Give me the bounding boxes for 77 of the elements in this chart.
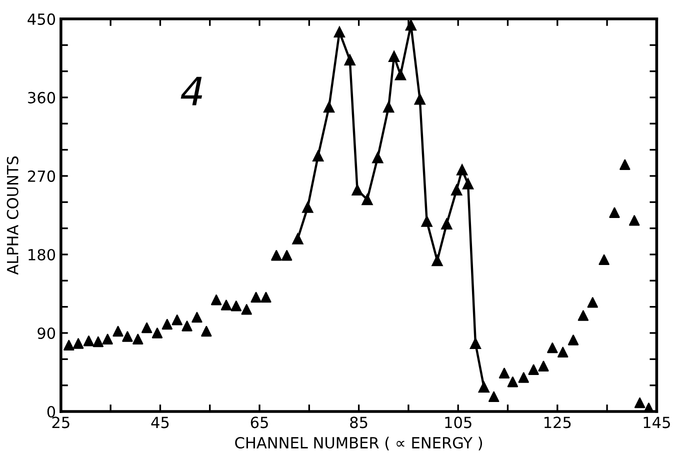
point [609,207,620,218]
y-tick-label: 270 [28,170,56,182]
point [281,250,292,261]
point [83,335,94,346]
point [112,326,124,337]
point [192,312,202,323]
point [172,314,182,326]
point [64,340,74,351]
point [132,334,144,344]
point [394,69,406,80]
point [528,364,539,375]
y-tick-label: 90 [38,327,56,340]
point [344,54,356,66]
point [220,300,232,310]
point [598,254,610,266]
point [92,336,104,348]
x-tick-label: 25 [52,416,70,428]
point [421,216,432,227]
point [201,326,212,337]
point [405,19,416,31]
point [241,304,252,315]
point [587,297,598,308]
point [102,334,113,344]
point [470,338,482,350]
point [312,150,324,162]
point [182,320,192,332]
point [538,360,549,372]
point [488,391,500,402]
x-axis-title: CHANNEL NUMBER ( ∝ ENERGY ) [235,436,482,450]
point [271,250,282,261]
point [302,202,314,213]
point [432,255,443,266]
point [122,331,133,342]
point [628,215,640,226]
point [451,184,462,196]
x-tick-label: 145 [644,416,670,428]
point [456,164,468,176]
point [334,26,346,38]
y-axis-title: ALPHA COUNTS [6,156,18,275]
point [152,328,163,338]
x-tick-label: 65 [250,416,268,428]
point [352,184,363,196]
y-tick-label: 0 [47,406,56,418]
point [634,397,646,408]
x-tick-label: 85 [350,416,368,428]
y-tick-label: 450 [28,13,56,25]
point [388,50,400,62]
point [547,342,558,354]
y-tick-label: 360 [28,92,56,104]
point [498,368,510,378]
point [558,346,568,358]
y-tick-label: 180 [28,248,56,260]
point [620,159,630,170]
point [292,233,304,244]
point [507,376,518,388]
point [462,178,474,190]
point [383,101,394,113]
point [323,101,335,113]
point [414,94,426,105]
point [210,294,222,306]
point [372,152,384,164]
x-tick-label: 125 [544,416,571,428]
point [518,372,529,383]
annotation: 4 [180,76,202,106]
point [578,310,589,321]
x-tick-label: 45 [151,416,169,428]
point [362,194,373,206]
point [141,322,152,334]
point [230,300,242,312]
point [441,218,452,230]
point [478,382,490,393]
point [260,292,272,303]
point [250,292,262,303]
point [568,334,579,346]
point [72,338,84,349]
x-tick-label: 105 [445,416,472,428]
point [162,318,173,330]
